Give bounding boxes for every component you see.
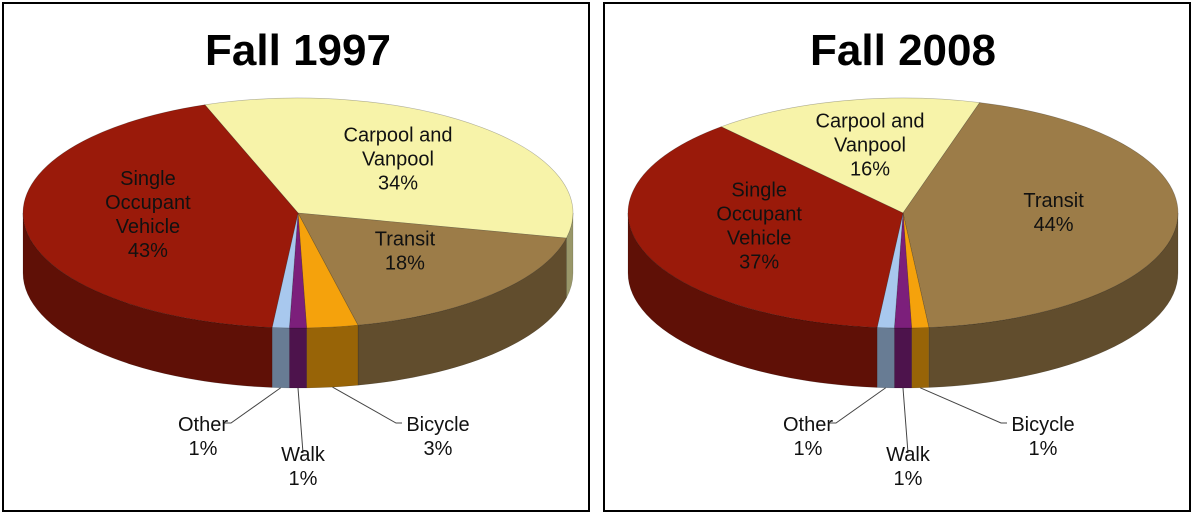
slice-value-label: 43% bbox=[128, 240, 168, 262]
slice-value-label: 34% bbox=[378, 173, 418, 195]
slice-label-line: Other bbox=[178, 414, 228, 436]
slice-label-line: Walk bbox=[281, 444, 326, 466]
slice-label: Bicycle bbox=[1011, 414, 1074, 436]
slice-label: Walk bbox=[281, 444, 326, 466]
pie-slice-side bbox=[894, 327, 912, 389]
pie-slice bbox=[289, 212, 307, 329]
slice-label-line: Single bbox=[731, 180, 787, 202]
slice-value-label: 18% bbox=[385, 253, 425, 275]
slice-label-line: Transit bbox=[1023, 190, 1084, 212]
slice-value-label: 44% bbox=[1034, 214, 1074, 236]
pie-slice bbox=[204, 97, 574, 239]
pie-slice bbox=[22, 104, 299, 328]
slice-label-line: Vanpool bbox=[834, 134, 906, 156]
slice-label: Bicycle bbox=[406, 414, 469, 436]
slice-label-line: Transit bbox=[375, 229, 436, 251]
slice-label: Transit bbox=[1023, 190, 1084, 212]
pie-slice-side bbox=[271, 327, 290, 389]
slice-value-label: 1% bbox=[189, 438, 218, 460]
pie-slice bbox=[720, 97, 981, 214]
leader-line bbox=[830, 387, 887, 424]
chart-title: Fall 2008 bbox=[810, 26, 996, 75]
leader-line bbox=[920, 387, 1007, 424]
slice-value-label: 3% bbox=[424, 438, 453, 460]
slice-label: Other bbox=[783, 414, 833, 436]
pie-slice bbox=[894, 212, 912, 329]
pie-slice bbox=[297, 212, 359, 329]
slice-label-line: Bicycle bbox=[406, 414, 469, 436]
pie-slice bbox=[876, 212, 904, 329]
slice-label-line: Carpool and bbox=[344, 125, 453, 147]
slice-label: Walk bbox=[886, 444, 931, 466]
slice-label: Carpool and Vanpool bbox=[344, 125, 453, 171]
pie-slice-side bbox=[876, 327, 895, 389]
slice-label-line: Walk bbox=[886, 444, 931, 466]
slice-label-line: Single bbox=[120, 168, 176, 190]
slice-value-label: 37% bbox=[739, 252, 779, 274]
pie-slice-side bbox=[928, 212, 1179, 388]
pie-slice bbox=[271, 212, 299, 329]
slice-label: Carpool and Vanpool bbox=[816, 110, 925, 156]
pie-slice-side bbox=[911, 327, 930, 389]
chart-title: Fall 1997 bbox=[205, 26, 391, 75]
slice-label-line: Occupant bbox=[716, 204, 802, 226]
pie-slice-side bbox=[306, 324, 359, 389]
slice-label-line: Occupant bbox=[105, 192, 191, 214]
pie-slice bbox=[902, 212, 930, 329]
leader-line bbox=[297, 387, 304, 454]
pie-slice-side bbox=[22, 212, 273, 388]
slice-label-line: Vehicle bbox=[116, 216, 181, 238]
slice-label-line: Other bbox=[783, 414, 833, 436]
pie-slice bbox=[902, 102, 1179, 328]
slice-label: Single Occupant Vehicle bbox=[105, 168, 191, 238]
slice-label-line: Vanpool bbox=[362, 149, 434, 171]
leader-line bbox=[225, 387, 282, 424]
slice-value-label: 16% bbox=[850, 158, 890, 180]
leader-line bbox=[902, 387, 909, 454]
slice-label: Single Occupant Vehicle bbox=[716, 180, 802, 250]
pie-slice-side bbox=[289, 327, 307, 389]
slice-label: Transit bbox=[375, 229, 436, 251]
pie-slice-side bbox=[627, 212, 878, 388]
slice-value-label: 1% bbox=[894, 468, 923, 490]
slice-label-line: Vehicle bbox=[727, 228, 792, 250]
slice-value-label: 1% bbox=[794, 438, 823, 460]
slice-value-label: 1% bbox=[1029, 438, 1058, 460]
slice-value-label: 1% bbox=[289, 468, 318, 490]
slice-label-line: Carpool and bbox=[816, 110, 925, 132]
slice-label: Other bbox=[178, 414, 228, 436]
pie-slice bbox=[297, 212, 567, 326]
leader-line bbox=[332, 386, 402, 424]
slice-label-line: Bicycle bbox=[1011, 414, 1074, 436]
pie-slice bbox=[627, 126, 904, 328]
